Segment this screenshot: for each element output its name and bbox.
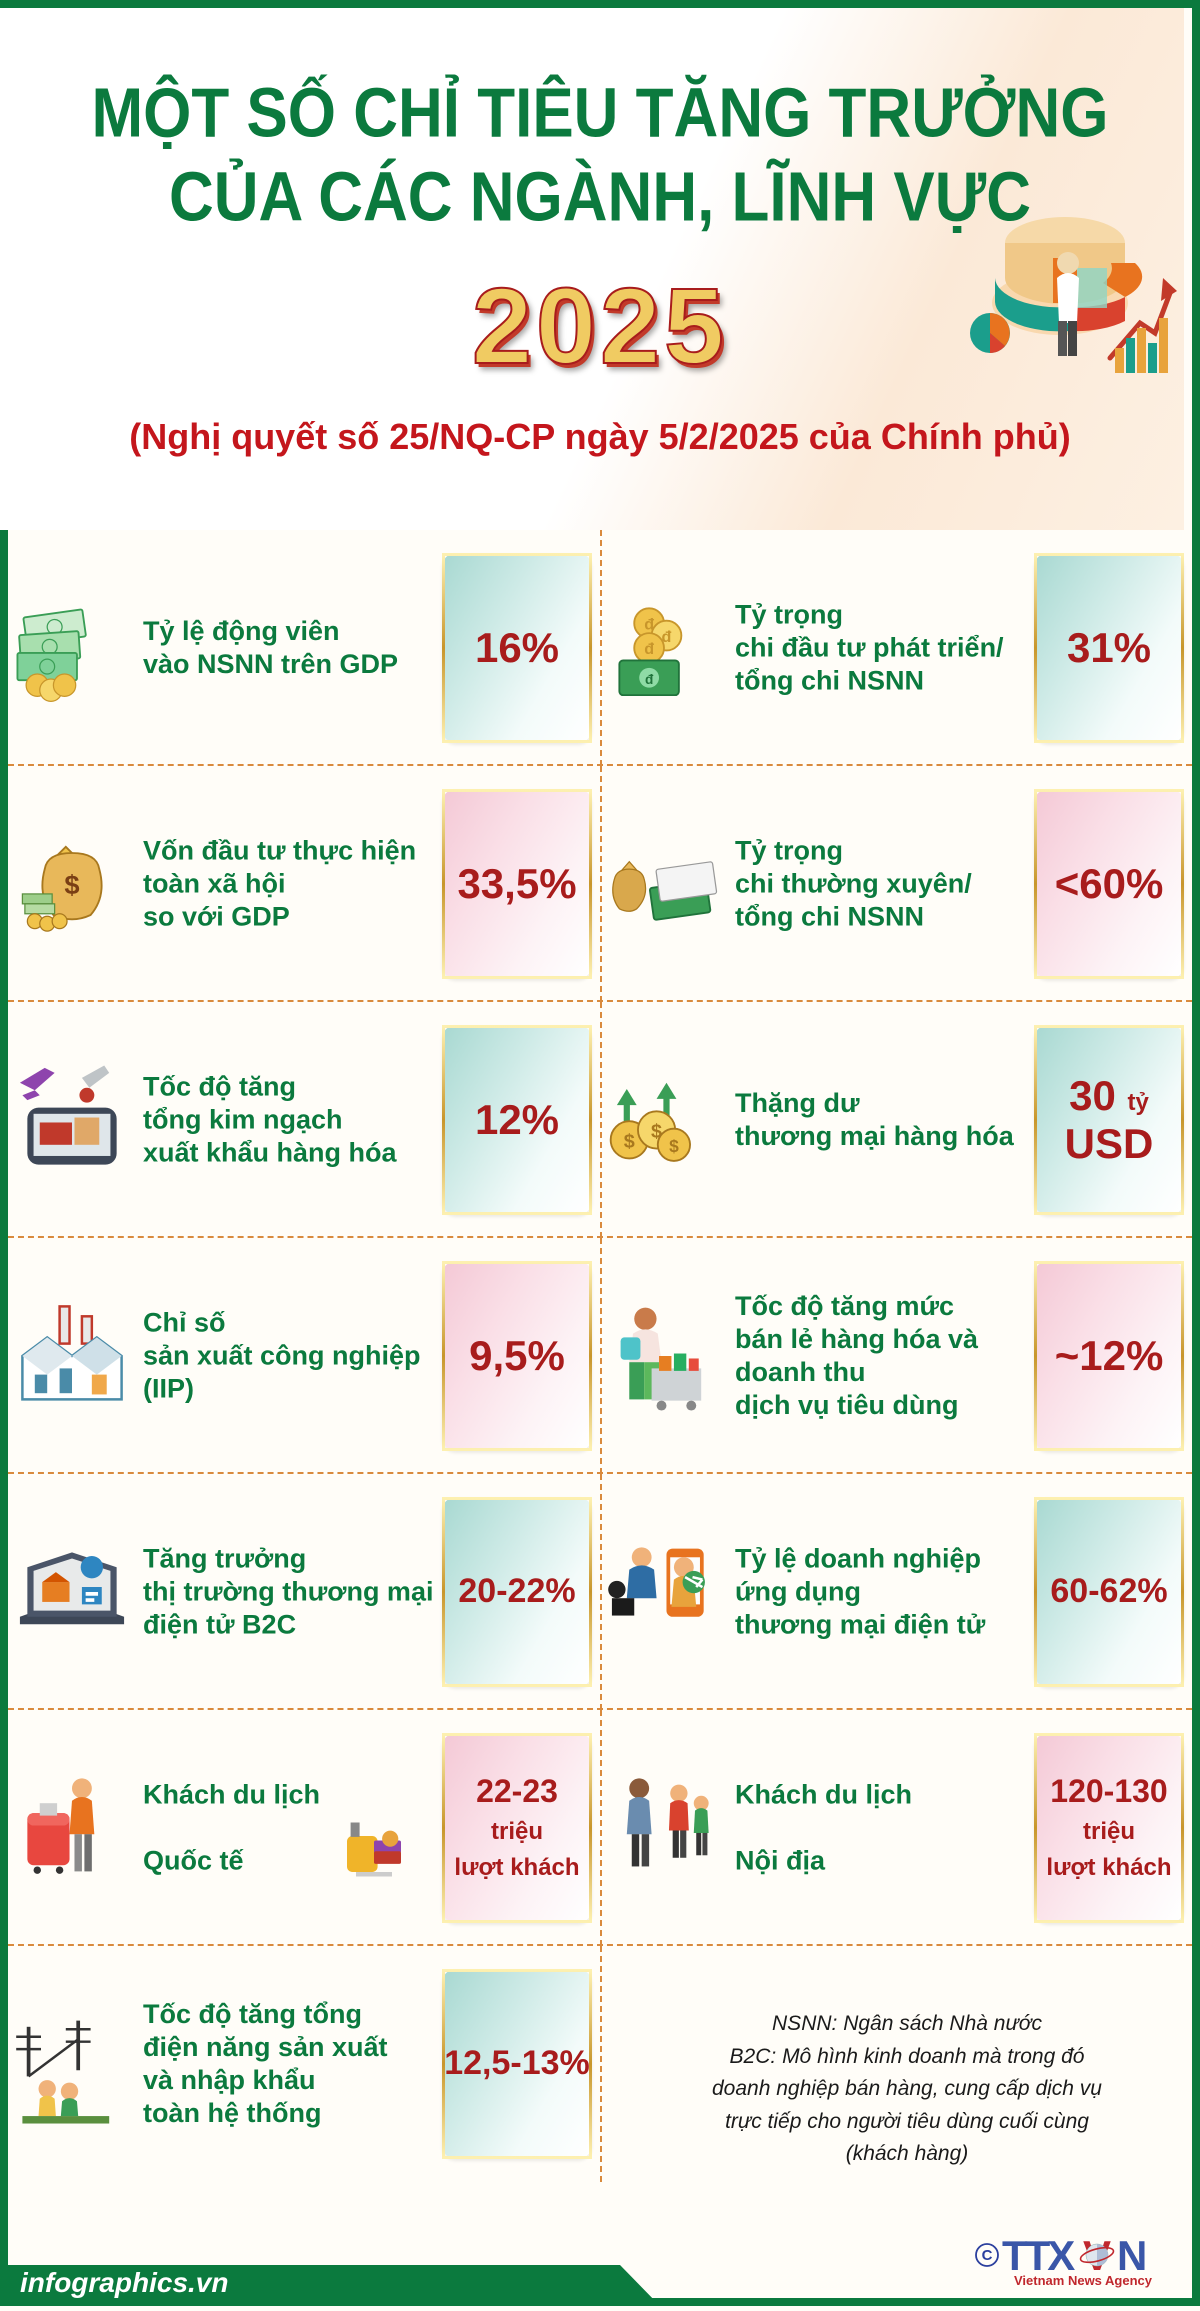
svg-text:đ: đ xyxy=(645,672,654,687)
svg-text:Vietnam News Agency: Vietnam News Agency xyxy=(1014,2273,1153,2288)
svg-text:C: C xyxy=(982,2247,993,2264)
svg-text:đ: đ xyxy=(644,640,654,658)
svg-text:$: $ xyxy=(624,1130,635,1152)
svg-text:N: N xyxy=(1117,2232,1145,2279)
svg-text:$: $ xyxy=(669,1136,679,1156)
svg-text:TTX: TTX xyxy=(1002,2232,1075,2279)
svg-text:$: $ xyxy=(64,869,79,900)
